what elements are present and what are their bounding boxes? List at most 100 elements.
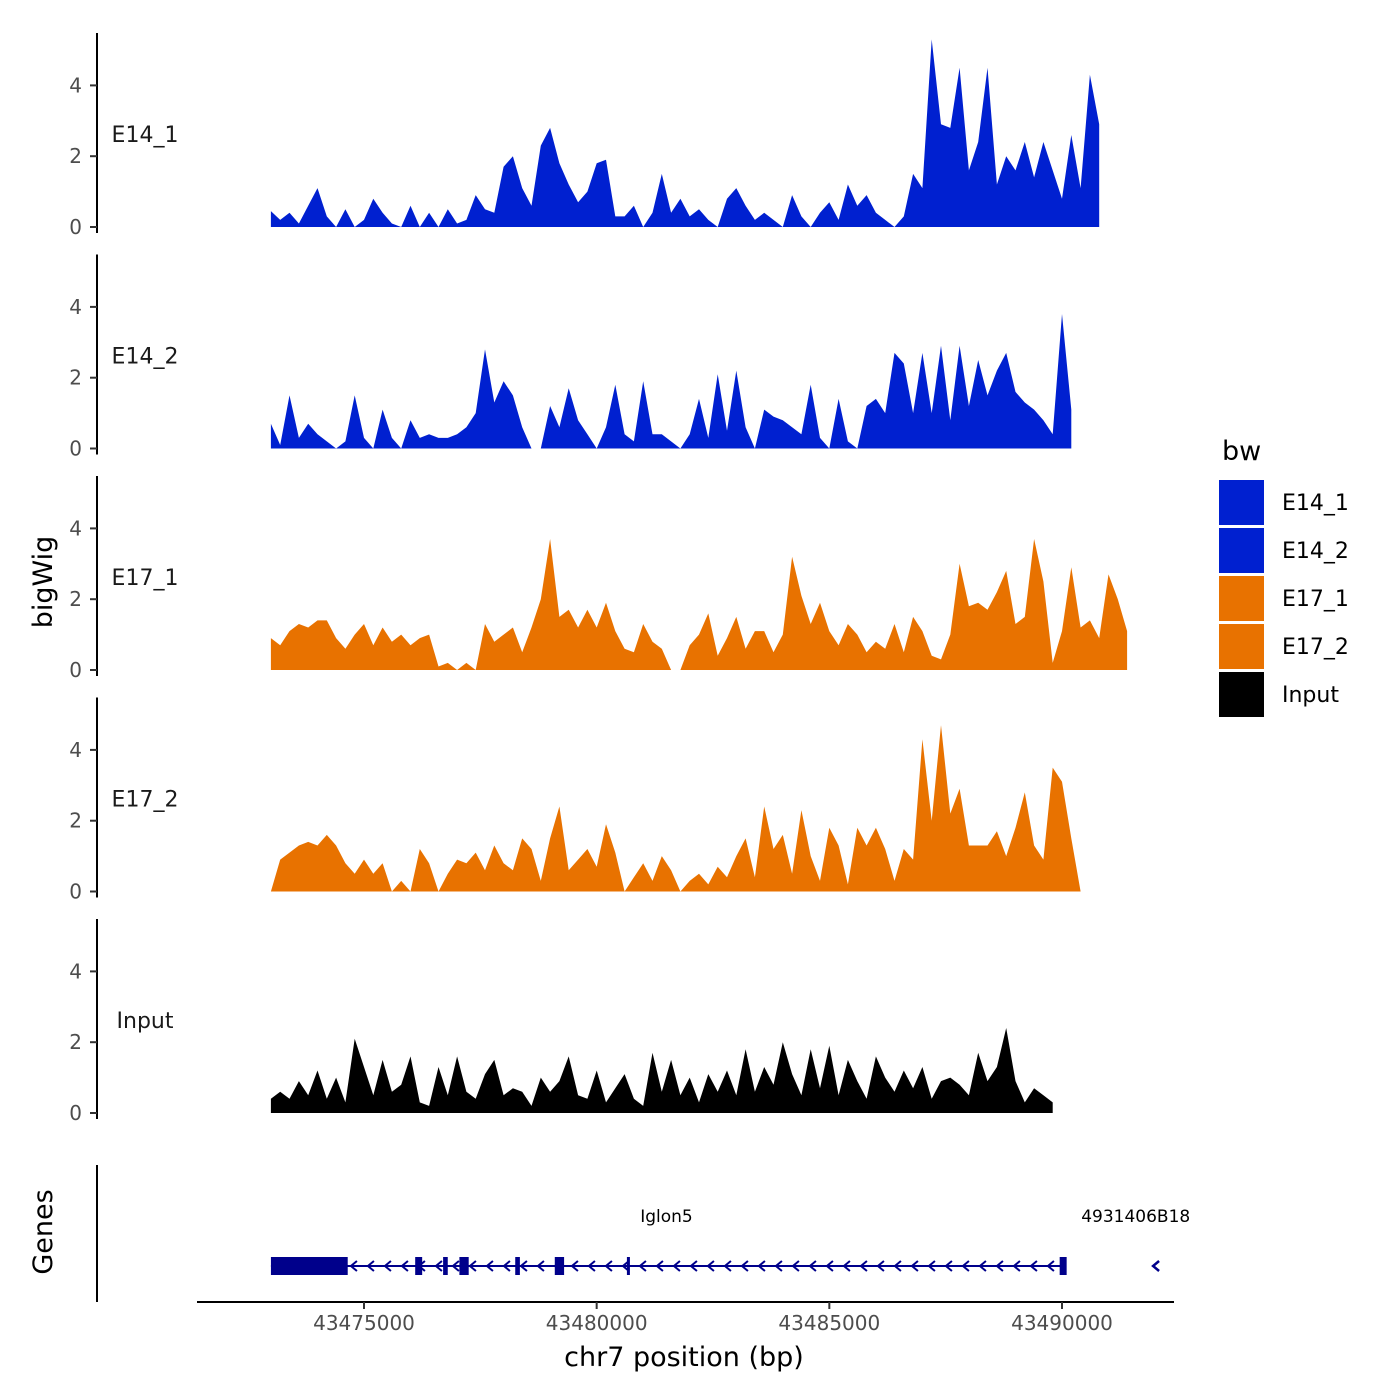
x-tick-label: 43475000 xyxy=(313,1311,415,1335)
legend-swatch xyxy=(1219,624,1264,669)
strand-arrow xyxy=(1046,1260,1055,1272)
gene-label: 4931406B18 xyxy=(1081,1207,1190,1227)
y-tick-label: 2 xyxy=(69,144,82,168)
track-label: E14_2 xyxy=(112,345,179,370)
genes-panel: Genes Iglon5 4931406B18 xyxy=(28,1165,1190,1302)
strand-arrow xyxy=(978,1260,987,1272)
track-label: E14_1 xyxy=(112,123,179,148)
track-e17-2: 0 2 4 E17_2 xyxy=(69,697,1081,904)
strand-arrow xyxy=(604,1260,613,1272)
strand-arrow xyxy=(536,1260,545,1272)
track-input: 0 2 4 Input xyxy=(69,919,1053,1125)
y-tick-label: 2 xyxy=(69,366,82,390)
legend-item-input: Input xyxy=(1219,672,1339,717)
strand-arrow xyxy=(910,1260,919,1272)
x-tick-label: 43490000 xyxy=(1011,1311,1113,1335)
gene-exon xyxy=(415,1257,423,1275)
legend-swatch xyxy=(1219,480,1264,525)
track-e14-2: 0 2 4 E14_2 xyxy=(69,254,1072,461)
x-tick-label: 43485000 xyxy=(778,1311,880,1335)
strand-arrow xyxy=(400,1260,409,1272)
gene-exon xyxy=(515,1257,520,1275)
strand-arrow xyxy=(689,1260,698,1272)
y-axis-title: bigWig xyxy=(28,536,59,629)
strand-arrow xyxy=(485,1260,494,1272)
strand-arrow xyxy=(876,1260,885,1272)
gene-exon xyxy=(626,1257,630,1275)
y-tick-label: 0 xyxy=(69,1101,82,1125)
y-tick-label: 4 xyxy=(69,738,82,762)
coverage-tracks: 0 2 4 E14_1 0 2 4 E14_2 0 2 4 E17_1 0 2 4 E17_2 0 2 4 Input xyxy=(69,33,1128,1125)
strand-arrow xyxy=(366,1260,375,1272)
legend-label: E14_1 xyxy=(1282,491,1349,516)
legend-item-e17-2: E17_2 xyxy=(1219,624,1349,669)
x-axis: 43475000 43480000 43485000 43490000 chr7 po… xyxy=(197,1301,1174,1373)
y-tick-label: 0 xyxy=(69,437,82,461)
legend-label: E14_2 xyxy=(1282,539,1349,564)
gene-iglon5: Iglon5 xyxy=(270,1207,1067,1275)
legend-item-e17-1: E17_1 xyxy=(1219,576,1349,621)
strand-arrow xyxy=(655,1260,664,1272)
y-tick-label: 2 xyxy=(69,587,82,611)
strand-arrow xyxy=(808,1260,817,1272)
strand-arrow xyxy=(451,1260,460,1272)
gene-exon xyxy=(270,1257,348,1275)
strand-arrow xyxy=(791,1260,800,1272)
gene-4931406b18: 4931406B18 xyxy=(1081,1207,1190,1272)
strand-arrow xyxy=(825,1260,834,1272)
strand-arrow xyxy=(587,1260,596,1272)
y-tick-label: 2 xyxy=(69,1030,82,1054)
strand-arrow xyxy=(859,1260,868,1272)
legend-items: E14_1 E14_2 E17_1 E17_2 Input xyxy=(1219,480,1349,717)
legend-swatch xyxy=(1219,576,1264,621)
track-label: E17_2 xyxy=(112,788,179,813)
strand-arrow xyxy=(723,1260,732,1272)
strand-arrow xyxy=(434,1260,443,1272)
coverage-area-e14-2 xyxy=(270,314,1072,449)
strand-arrow xyxy=(774,1260,783,1272)
y-tick-label: 4 xyxy=(69,73,82,97)
gene-models: Iglon5 4931406B18 xyxy=(270,1207,1190,1275)
strand-arrow xyxy=(638,1260,647,1272)
gene-exon xyxy=(459,1257,469,1275)
legend-label: E17_1 xyxy=(1282,587,1349,612)
gene-label: Iglon5 xyxy=(640,1207,693,1227)
legend-item-e14-2: E14_2 xyxy=(1219,528,1349,573)
coverage-area-input xyxy=(270,1028,1053,1113)
track-label: Input xyxy=(117,1009,174,1034)
strand-arrow xyxy=(468,1260,477,1272)
legend-label: E17_2 xyxy=(1282,635,1349,660)
strand-arrow xyxy=(383,1260,392,1272)
strand-arrow xyxy=(349,1260,358,1272)
gene-exon xyxy=(554,1257,565,1275)
y-tick-label: 4 xyxy=(69,295,82,319)
x-tick-label: 43480000 xyxy=(546,1311,648,1335)
gene-exon xyxy=(443,1257,448,1275)
track-e17-1: 0 2 4 E17_1 xyxy=(69,476,1128,682)
legend-item-e14-1: E14_1 xyxy=(1219,480,1349,525)
coverage-area-e17-1 xyxy=(270,539,1128,670)
strand-arrow xyxy=(570,1260,579,1272)
strand-arrow xyxy=(757,1260,766,1272)
strand-arrow xyxy=(672,1260,681,1272)
strand-arrow xyxy=(961,1260,970,1272)
track-label: E17_1 xyxy=(112,566,179,591)
gene-exon xyxy=(1059,1257,1067,1275)
x-axis-ticks: 43475000 43480000 43485000 43490000 xyxy=(313,1302,1113,1335)
strand-arrow xyxy=(1029,1260,1038,1272)
y-tick-label: 0 xyxy=(69,658,82,682)
legend-title: bw xyxy=(1222,436,1261,467)
strand-arrow xyxy=(995,1260,1004,1272)
strand-arrow xyxy=(944,1260,953,1272)
strand-arrow xyxy=(519,1260,528,1272)
x-axis-title: chr7 position (bp) xyxy=(564,1342,804,1373)
strand-arrow xyxy=(706,1260,715,1272)
strand-arrow xyxy=(842,1260,851,1272)
coverage-area-e14-1 xyxy=(270,39,1100,228)
y-tick-label: 2 xyxy=(69,809,82,833)
track-e14-1: 0 2 4 E14_1 xyxy=(69,33,1100,239)
y-tick-label: 0 xyxy=(69,215,82,239)
strand-arrow xyxy=(893,1260,902,1272)
strand-arrow xyxy=(1012,1260,1021,1272)
strand-arrow xyxy=(740,1260,749,1272)
